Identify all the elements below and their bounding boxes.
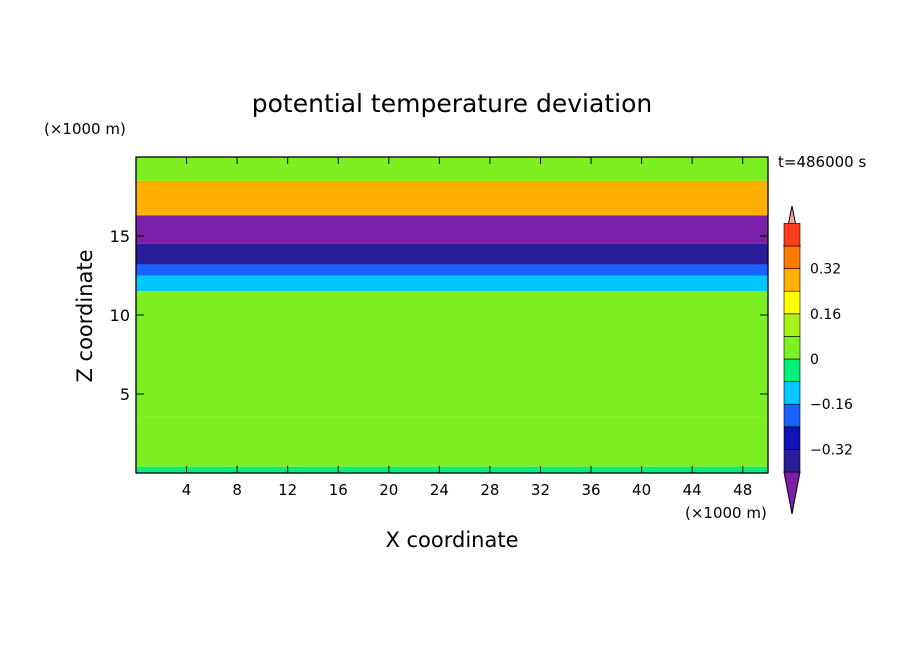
x-unit-label: (×1000 m) bbox=[685, 504, 767, 522]
plot-area bbox=[135, 156, 769, 474]
colorbar-segment bbox=[783, 381, 801, 405]
y-axis-label: Z coordinate bbox=[73, 249, 97, 382]
y-unit-label: (×1000 m) bbox=[44, 120, 126, 138]
x-tick-label: 12 bbox=[278, 481, 297, 499]
colorbar-segment bbox=[783, 245, 801, 269]
colorbar-tick-label: 0 bbox=[810, 352, 819, 368]
colorbar-bottom-triangle bbox=[783, 471, 801, 515]
colorbar-segment bbox=[783, 313, 801, 337]
field-band-6 bbox=[136, 243, 768, 265]
x-tick-label: 8 bbox=[232, 481, 242, 499]
x-tick-label: 28 bbox=[480, 481, 499, 499]
colorbar-segment bbox=[783, 358, 801, 382]
y-tick-label: 5 bbox=[120, 385, 130, 404]
time-label: t=486000 s bbox=[778, 153, 866, 171]
y-tick-label: 15 bbox=[110, 227, 130, 246]
colorbar-tick-label: −0.32 bbox=[810, 442, 853, 458]
x-tick-label: 4 bbox=[182, 481, 192, 499]
x-tick-label: 24 bbox=[430, 481, 449, 499]
x-tick-label: 20 bbox=[379, 481, 398, 499]
y-tick-label: 10 bbox=[110, 306, 130, 325]
field-band-9 bbox=[136, 157, 768, 181]
colorbar-segment bbox=[783, 223, 801, 247]
x-axis-label: X coordinate bbox=[385, 528, 518, 552]
field-band-2 bbox=[136, 315, 768, 418]
field-band-3 bbox=[136, 291, 768, 315]
colorbar: 0.32 0.16 0 −0.16 −0.32 bbox=[783, 205, 853, 515]
colorbar-tick-label: 0.16 bbox=[810, 307, 841, 323]
y-axis-ticks: 5 10 15 bbox=[110, 227, 768, 404]
field-band-0 bbox=[136, 466, 768, 473]
x-tick-label: 32 bbox=[531, 481, 550, 499]
x-tick-label: 16 bbox=[329, 481, 348, 499]
colorbar-segment bbox=[783, 449, 801, 473]
field-band-7 bbox=[136, 215, 768, 244]
colorbar-tick-label: −0.16 bbox=[810, 397, 853, 413]
colorbar-segment bbox=[783, 403, 801, 428]
colorbar-segment bbox=[783, 336, 801, 360]
colorbar-tick-label: 0.32 bbox=[810, 262, 841, 278]
x-tick-label: 44 bbox=[683, 481, 702, 499]
x-axis-ticks: 4 8 12 16 20 24 28 32 36 40 44 48 bbox=[182, 157, 752, 499]
field-band-4 bbox=[136, 275, 768, 292]
field-band-1 bbox=[136, 417, 768, 467]
colorbar-segment bbox=[783, 426, 801, 450]
x-tick-label: 36 bbox=[581, 481, 600, 499]
x-tick-label: 40 bbox=[632, 481, 651, 499]
field-band-8 bbox=[136, 180, 768, 216]
chart-title: potential temperature deviation bbox=[252, 89, 652, 118]
x-tick-label: 48 bbox=[733, 481, 752, 499]
field-band-5 bbox=[136, 264, 768, 276]
colorbar-segment bbox=[783, 290, 801, 315]
colorbar-segment bbox=[783, 268, 801, 292]
